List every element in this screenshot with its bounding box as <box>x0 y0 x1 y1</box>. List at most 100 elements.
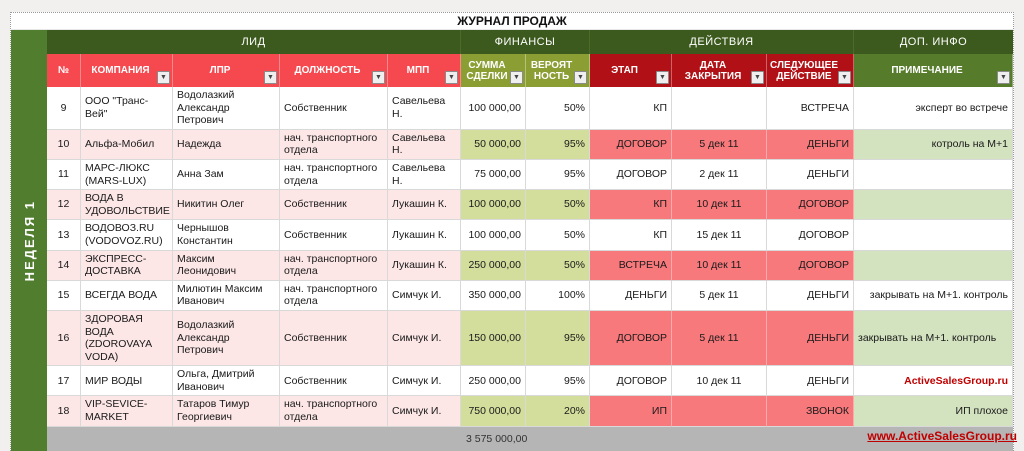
cell-stage[interactable]: КП <box>590 190 672 221</box>
cell-num[interactable]: 13 <box>47 220 81 251</box>
cell-stage[interactable]: ДОГОВОР <box>590 159 672 191</box>
header-amount[interactable]: СУММА СДЕЛКИ ▼ <box>461 54 526 87</box>
cell-close-date[interactable]: 10 дек 11 <box>672 366 767 397</box>
cell-company[interactable]: VIP-SEVICE-MARKET <box>81 396 173 427</box>
cell-probability[interactable]: 20% <box>526 396 590 427</box>
filter-icon[interactable]: ▼ <box>372 71 385 84</box>
cell-lpr[interactable]: Чернышов Константин <box>173 220 280 251</box>
week-sidebar[interactable]: НЕДЕЛЯ 1 <box>11 30 47 451</box>
filter-icon[interactable]: ▼ <box>751 71 764 84</box>
cell-probability[interactable]: 95% <box>526 310 590 367</box>
cell-stage[interactable]: КП <box>590 220 672 251</box>
cell-next-action[interactable]: ВСТРЕЧА <box>767 87 854 130</box>
cell-company[interactable]: МИР ВОДЫ <box>81 366 173 397</box>
cell-company[interactable]: ВОДОВОЗ.RU (VODOVOZ.RU) <box>81 220 173 251</box>
cell-stage[interactable]: ДОГОВОР <box>590 310 672 367</box>
cell-role[interactable]: нач. транспортного отдела <box>280 129 388 160</box>
cell-stage[interactable]: ДЕНЬГИ <box>590 280 672 311</box>
cell-amount[interactable]: 250 000,00 <box>461 250 526 281</box>
header-mpp[interactable]: МПП ▼ <box>388 54 461 87</box>
cell-close-date[interactable]: 5 дек 11 <box>672 129 767 160</box>
cell-note[interactable] <box>854 250 1013 281</box>
cell-num[interactable]: 10 <box>47 129 81 160</box>
cell-mpp[interactable]: Лукашин К. <box>388 190 461 221</box>
cell-mpp[interactable]: Лукашин К. <box>388 250 461 281</box>
header-probability[interactable]: ВЕРОЯТ НОСТЬ ▼ <box>526 54 590 87</box>
cell-probability[interactable]: 95% <box>526 159 590 191</box>
cell-role[interactable]: Собственник <box>280 366 388 397</box>
cell-probability[interactable]: 50% <box>526 87 590 130</box>
cell-role[interactable]: нач. транспортного отдела <box>280 159 388 191</box>
cell-note[interactable]: закрывать на М+1. контроль <box>854 280 1013 311</box>
cell-amount[interactable]: 50 000,00 <box>461 129 526 160</box>
cell-next-action[interactable]: ДЕНЬГИ <box>767 366 854 397</box>
cell-close-date[interactable]: 2 дек 11 <box>672 159 767 191</box>
cell-stage[interactable]: ДОГОВОР <box>590 129 672 160</box>
filter-icon[interactable]: ▼ <box>445 71 458 84</box>
footer-website-link[interactable]: www.ActiveSalesGroup.ru <box>867 429 1017 443</box>
cell-note[interactable] <box>854 220 1013 251</box>
cell-next-action[interactable]: ДЕНЬГИ <box>767 280 854 311</box>
filter-icon[interactable]: ▼ <box>574 71 587 84</box>
cell-next-action[interactable]: ДЕНЬГИ <box>767 310 854 367</box>
cell-num[interactable]: 14 <box>47 250 81 281</box>
cell-mpp[interactable]: Симчук И. <box>388 310 461 367</box>
cell-mpp[interactable]: Савельева Н. <box>388 159 461 191</box>
cell-lpr[interactable]: Милютин Максим Иванович <box>173 280 280 311</box>
cell-role[interactable]: Собственник <box>280 220 388 251</box>
cell-company[interactable]: ЭКСПРЕСС-ДОСТАВКА <box>81 250 173 281</box>
cell-probability[interactable]: 50% <box>526 190 590 221</box>
cell-stage[interactable]: ДОГОВОР <box>590 366 672 397</box>
cell-lpr[interactable]: Максим Леонидович <box>173 250 280 281</box>
cell-company[interactable]: ООО "Транс-Вей" <box>81 87 173 130</box>
cell-num[interactable]: 18 <box>47 396 81 427</box>
header-company[interactable]: КОМПАНИЯ ▼ <box>81 54 173 87</box>
filter-icon[interactable]: ▼ <box>656 71 669 84</box>
cell-note[interactable]: закрывать на М+1. контроль <box>854 310 1013 367</box>
cell-num[interactable]: 9 <box>47 87 81 130</box>
cell-amount[interactable]: 750 000,00 <box>461 396 526 427</box>
cell-mpp[interactable]: Симчук И. <box>388 396 461 427</box>
page-title[interactable]: ЖУРНАЛ ПРОДАЖ <box>11 13 1013 30</box>
header-note[interactable]: ПРИМЕЧАНИЕ ▼ <box>854 54 1013 87</box>
cell-lpr[interactable]: Водолазкий Александр Петрович <box>173 310 280 367</box>
cell-note[interactable]: котроль на М+1 <box>854 129 1013 160</box>
cell-mpp[interactable]: Симчук И. <box>388 280 461 311</box>
cell-num[interactable]: 15 <box>47 280 81 311</box>
cell-lpr[interactable]: Водолазкий Александр Петрович <box>173 87 280 130</box>
cell-lpr[interactable]: Надежда <box>173 129 280 160</box>
cell-probability[interactable]: 95% <box>526 366 590 397</box>
total-amount[interactable]: 3 575 000,00 <box>466 433 528 446</box>
cell-amount[interactable]: 75 000,00 <box>461 159 526 191</box>
header-lpr[interactable]: ЛПР ▼ <box>173 54 280 87</box>
cell-close-date[interactable] <box>672 87 767 130</box>
cell-company[interactable]: МАРС-ЛЮКС (MARS-LUX) <box>81 159 173 191</box>
cell-close-date[interactable] <box>672 396 767 427</box>
cell-lpr[interactable]: Никитин Олег <box>173 190 280 221</box>
header-role[interactable]: ДОЛЖНОСТЬ ▼ <box>280 54 388 87</box>
cell-next-action[interactable]: ДОГОВОР <box>767 190 854 221</box>
cell-amount[interactable]: 100 000,00 <box>461 190 526 221</box>
cell-role[interactable]: Собственник <box>280 190 388 221</box>
filter-icon[interactable]: ▼ <box>510 71 523 84</box>
filter-icon[interactable]: ▼ <box>997 71 1010 84</box>
cell-note[interactable]: эксперт во встрече <box>854 87 1013 130</box>
cell-mpp[interactable]: Лукашин К. <box>388 220 461 251</box>
filter-icon[interactable]: ▼ <box>264 71 277 84</box>
cell-role[interactable]: Собственник <box>280 310 388 367</box>
cell-note[interactable] <box>854 159 1013 191</box>
header-close-date[interactable]: ДАТА ЗАКРЫТИЯ ▼ <box>672 54 767 87</box>
cell-role[interactable]: нач. транспортного отдела <box>280 250 388 281</box>
cell-lpr[interactable]: Анна Зам <box>173 159 280 191</box>
cell-close-date[interactable]: 15 дек 11 <box>672 220 767 251</box>
cell-close-date[interactable]: 10 дек 11 <box>672 250 767 281</box>
cell-num[interactable]: 16 <box>47 310 81 367</box>
cell-next-action[interactable]: ДЕНЬГИ <box>767 129 854 160</box>
cell-note[interactable]: ActiveSalesGroup.ru <box>854 366 1013 397</box>
cell-next-action[interactable]: ДЕНЬГИ <box>767 159 854 191</box>
cell-probability[interactable]: 100% <box>526 280 590 311</box>
cell-role[interactable]: Собственник <box>280 87 388 130</box>
cell-role[interactable]: нач. транспортного отдела <box>280 280 388 311</box>
cell-amount[interactable]: 150 000,00 <box>461 310 526 367</box>
cell-stage[interactable]: ИП <box>590 396 672 427</box>
